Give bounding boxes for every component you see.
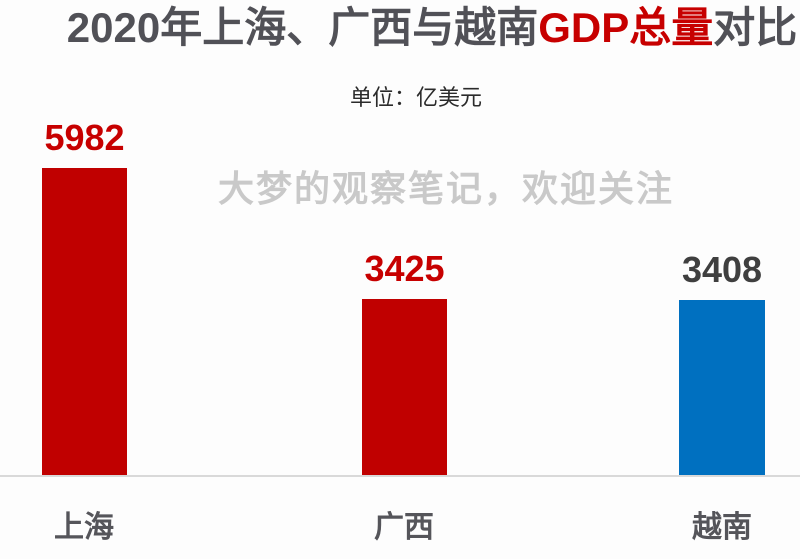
bar-vietnam — [679, 300, 765, 475]
x-axis-label-guangxi: 广西 — [374, 511, 434, 544]
title-segment-highlight: GDP总量 — [538, 4, 714, 51]
bar-group-guangxi: 3425 — [362, 251, 447, 475]
unit-label: 单位：亿美元 — [349, 85, 482, 110]
chart-title: 2020年上海、广西与越南GDP总量对比 — [0, 4, 800, 52]
x-axis-label-vietnam: 越南 — [692, 511, 752, 544]
bar-guangxi — [362, 299, 447, 475]
bar-value-label-guangxi: 3425 — [364, 248, 445, 289]
bar-value-label-vietnam: 3408 — [681, 249, 763, 290]
bar-shanghai — [42, 168, 127, 475]
title-segment-right: 对比 — [713, 4, 798, 51]
watermark-text: 大梦的观察笔记，欢迎关注 — [217, 168, 674, 209]
bar-value-label-shanghai: 5982 — [44, 117, 125, 158]
bar-group-vietnam: 3408 — [679, 252, 765, 475]
bar-group-shanghai: 5982 — [42, 120, 127, 475]
x-axis-label-shanghai: 上海 — [54, 511, 114, 544]
x-axis-baseline — [0, 475, 800, 477]
title-segment-left: 2020年上海、广西与越南 — [66, 4, 539, 51]
